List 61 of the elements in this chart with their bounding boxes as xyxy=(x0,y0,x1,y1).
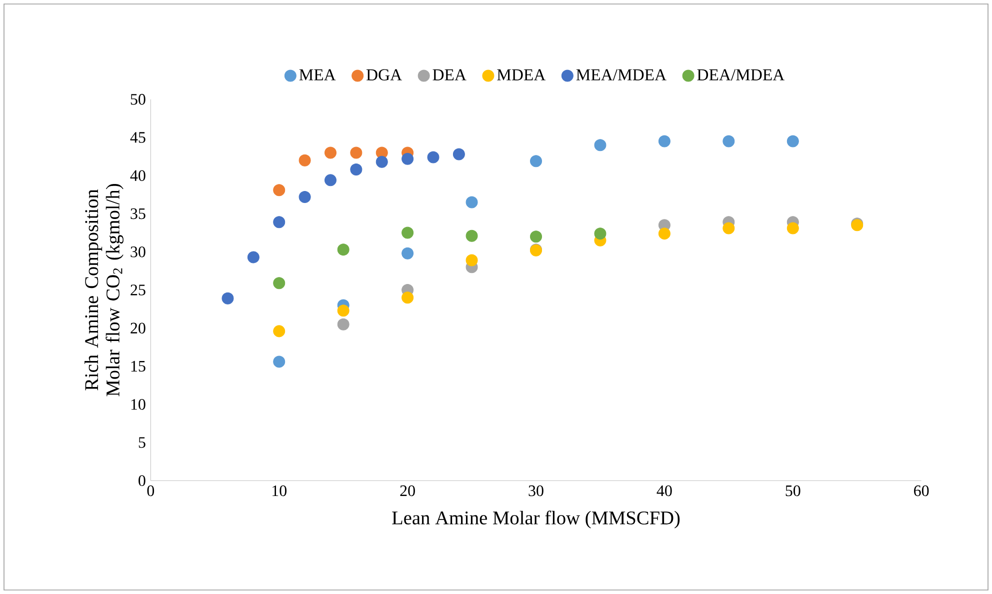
x-tick-label: 0 xyxy=(147,485,154,496)
point xyxy=(324,146,336,159)
y-tick-label: 35 xyxy=(130,208,146,220)
point xyxy=(273,277,286,290)
x-tick-label: 60 xyxy=(914,485,929,496)
x-tick-label: 30 xyxy=(528,485,544,496)
point xyxy=(337,244,350,256)
point xyxy=(273,216,286,228)
y-tick-label: 25 xyxy=(130,284,146,296)
point xyxy=(273,325,286,338)
point xyxy=(786,135,799,148)
y-tick-label: 5 xyxy=(138,437,146,448)
legend-label: DGA xyxy=(366,69,402,80)
legend-label: MEA xyxy=(299,69,336,80)
point xyxy=(402,226,414,239)
y-tick-label: 0 xyxy=(138,475,146,486)
y-tick-label: 30 xyxy=(130,246,146,258)
point xyxy=(402,152,414,165)
point xyxy=(466,196,478,208)
point xyxy=(350,146,362,159)
point xyxy=(466,254,478,266)
legend-label: MEA/MDEA xyxy=(576,69,666,80)
x-tick-label: 40 xyxy=(656,485,672,496)
point xyxy=(427,151,440,164)
x-tick-label: 10 xyxy=(272,485,286,496)
legend-label: DEA/MDEA xyxy=(697,69,785,80)
y-tick-label: 50 xyxy=(130,94,146,105)
legend-label: MDEA xyxy=(497,69,546,80)
point xyxy=(466,230,478,242)
y-tick-label: 20 xyxy=(130,322,146,334)
point xyxy=(722,222,735,234)
point xyxy=(222,292,234,304)
point xyxy=(658,135,670,148)
point xyxy=(298,190,311,203)
x-axis-title: Lean Amine Molar flow (MMSCFD) xyxy=(392,510,680,528)
y-tick-label: 15 xyxy=(131,360,146,372)
point xyxy=(530,230,542,243)
point xyxy=(530,155,542,168)
legend-label: DEA xyxy=(432,69,466,80)
point xyxy=(376,156,388,168)
point xyxy=(337,318,350,330)
point xyxy=(337,304,350,317)
point xyxy=(452,148,465,160)
y-tick-label: 45 xyxy=(130,132,146,143)
y-tick-label: 10 xyxy=(131,399,146,410)
point xyxy=(247,251,260,264)
point xyxy=(350,164,362,176)
point xyxy=(402,247,414,260)
point xyxy=(722,135,735,148)
y-tick-label: 40 xyxy=(130,170,146,181)
point xyxy=(402,292,414,304)
point xyxy=(273,184,286,196)
point xyxy=(298,154,311,166)
point xyxy=(594,139,606,152)
point xyxy=(324,174,336,186)
point xyxy=(273,356,286,368)
x-tick-label: 20 xyxy=(400,485,415,496)
point xyxy=(594,228,606,240)
point xyxy=(786,222,799,234)
x-tick-label: 50 xyxy=(786,485,800,496)
point xyxy=(658,228,670,240)
